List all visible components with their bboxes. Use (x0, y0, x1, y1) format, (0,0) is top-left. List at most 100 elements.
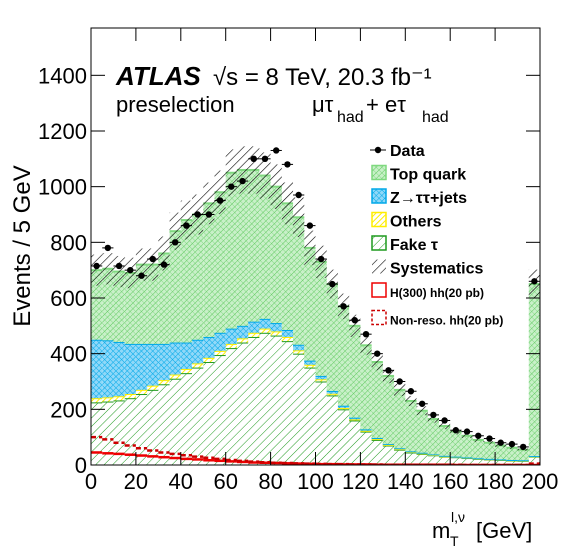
stack-bar (169, 231, 181, 343)
selection: preselection (116, 92, 235, 117)
stack-bar (248, 321, 260, 333)
stack-bar (506, 447, 518, 460)
systematics-band (506, 446, 518, 450)
stack-bar (91, 270, 103, 340)
stack-bar (461, 435, 473, 458)
y-tick-label: 600 (50, 286, 87, 311)
systematics-band (461, 433, 473, 439)
stack-bar (528, 456, 540, 465)
data-point (441, 417, 448, 424)
systematics-band (371, 353, 383, 371)
data-point (284, 161, 291, 168)
data-point (329, 280, 336, 288)
stack-bar (203, 203, 215, 337)
stack-bar (124, 398, 136, 465)
x-tick-label: 180 (477, 469, 514, 494)
x-tick-label: 140 (387, 469, 424, 494)
data-point (171, 239, 179, 246)
stack-bar (158, 384, 170, 465)
stack-bar (438, 426, 451, 456)
systematics-band (483, 441, 496, 445)
stack-bar (91, 402, 103, 465)
stack-bar (337, 409, 350, 465)
data-point (205, 211, 213, 218)
stack-bar (337, 405, 350, 408)
stack-bar (461, 458, 473, 465)
data-point (306, 222, 314, 229)
stack-bar (281, 336, 294, 342)
stack-bar (225, 348, 237, 465)
stack-bar (147, 389, 159, 465)
data-point (127, 266, 134, 274)
data-point (519, 443, 527, 451)
stack-bar (147, 264, 159, 344)
stack-bar (506, 460, 518, 465)
data-point (351, 317, 358, 324)
systematics-band (113, 255, 125, 288)
stack-bar (270, 186, 282, 324)
data-point (261, 155, 269, 163)
stack-bar (326, 395, 338, 465)
stack-bar (304, 247, 316, 361)
stack-bar (102, 401, 114, 465)
stack-bar (102, 340, 114, 398)
stack-bar (315, 379, 327, 382)
legend-label: Non-reso. hh(20 pb) (390, 314, 503, 328)
plot-area (91, 146, 540, 465)
legend-label: Top quark (390, 167, 466, 184)
channel: + eτ (366, 92, 406, 117)
legend-swatch (371, 235, 387, 251)
stack-bar (169, 378, 181, 465)
data-point (385, 367, 392, 374)
systematics-band (158, 236, 170, 271)
systematics-band (394, 383, 406, 396)
x-tick-label: 60 (213, 469, 237, 494)
stack-bar (483, 442, 496, 459)
data-point (183, 222, 190, 229)
stack-bar (293, 344, 305, 351)
stack-bar (248, 336, 260, 465)
stack-bar (203, 362, 215, 465)
stack-bar (259, 175, 271, 319)
systematics-band (169, 212, 181, 250)
data-point (531, 278, 538, 285)
systematics-band (293, 197, 305, 238)
stack-bar (517, 449, 529, 461)
stack-bar (180, 342, 193, 369)
legend-swatch (371, 188, 387, 204)
stack-bar (225, 172, 237, 329)
data-point (497, 439, 504, 446)
stack-bar (113, 396, 125, 401)
data-point (486, 435, 493, 442)
data-point (362, 330, 370, 338)
channel: μτ (312, 92, 334, 117)
x-tick-label: 200 (522, 469, 559, 494)
stack-bar (158, 253, 170, 344)
y-tick-label: 1000 (38, 175, 87, 200)
stack-bar (438, 456, 451, 465)
x-tick-label: 40 (169, 469, 193, 494)
data-point (475, 432, 482, 439)
data-point (508, 440, 516, 448)
legend-swatch (371, 164, 387, 181)
channel: had (422, 109, 449, 126)
x-axis-label: m (432, 518, 450, 543)
stack-bar (405, 452, 417, 465)
stack-bar (124, 272, 136, 344)
data-point (239, 177, 246, 185)
stack-bar (416, 410, 428, 453)
stack-bar (427, 455, 439, 465)
stack-bar (192, 367, 204, 465)
stack-bar (394, 449, 406, 465)
systematics-band (416, 406, 428, 416)
y-tick-label: 400 (50, 342, 87, 367)
stack-bar (293, 353, 305, 465)
stack-bar (304, 364, 316, 368)
systematics-band (135, 248, 148, 281)
systematics-band (472, 438, 484, 442)
x-axis-label: T (450, 533, 459, 549)
data-point (295, 191, 302, 199)
stack-bar (113, 271, 125, 342)
stack-bar (394, 389, 406, 449)
